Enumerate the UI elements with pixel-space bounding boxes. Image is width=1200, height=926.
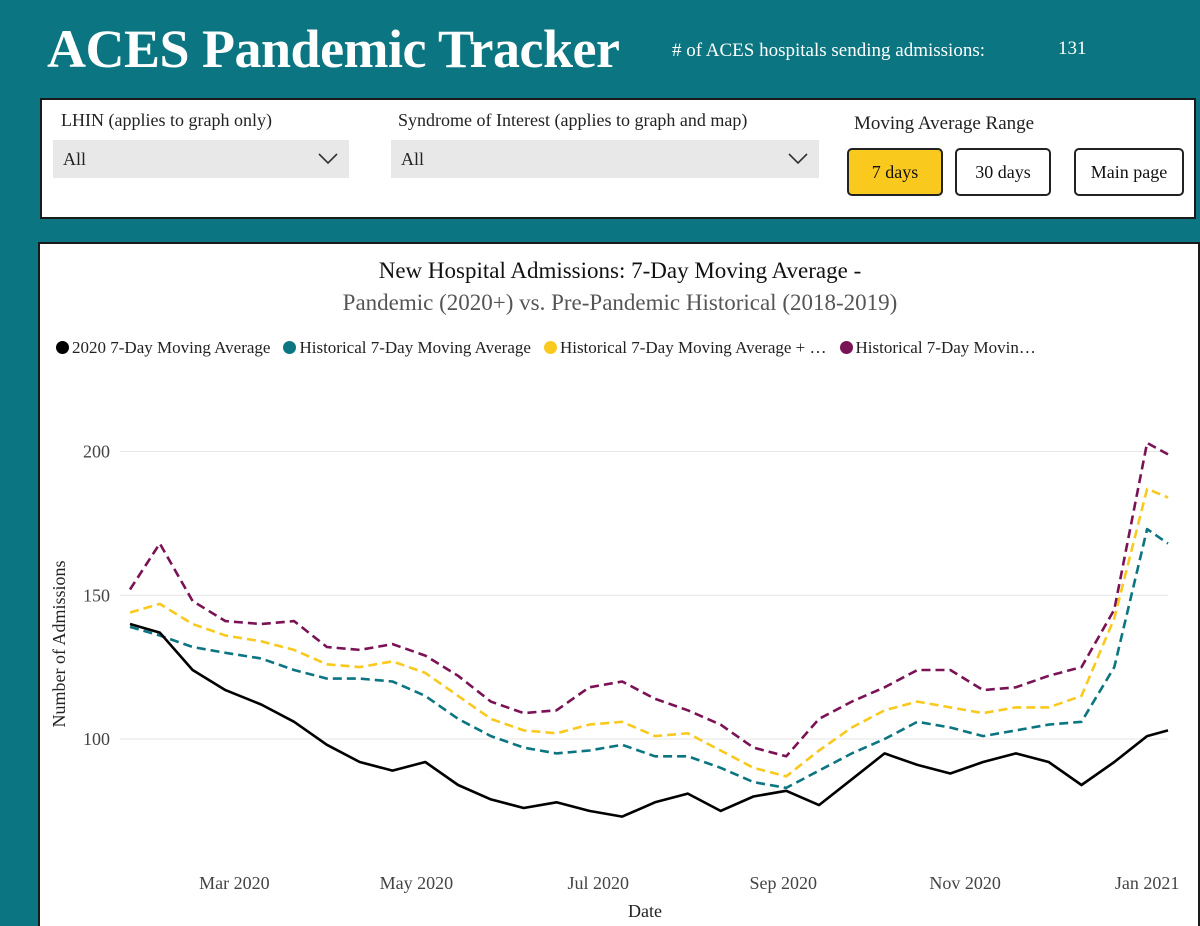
chart-panel: New Hospital Admissions: 7-Day Moving Av… <box>38 242 1200 926</box>
series-line <box>128 441 1169 758</box>
y-tick-label: 200 <box>83 442 110 462</box>
grid-lines <box>120 451 1168 740</box>
chart-legend: 2020 7-Day Moving Average Historical 7-D… <box>56 338 1196 362</box>
hospitals-count-value: 131 <box>1058 38 1087 59</box>
legend-item-historical-plus[interactable]: Historical 7-Day Moving Average + … <box>543 338 827 358</box>
legend-marker <box>839 341 853 354</box>
syndrome-dropdown-value: All <box>401 149 425 169</box>
x-tick-label: Mar 2020 <box>199 873 270 893</box>
y-axis-title: Number of Admissions <box>49 560 69 727</box>
chart-title: New Hospital Admissions: 7-Day Moving Av… <box>378 258 862 283</box>
legend-item-2020[interactable]: 2020 7-Day Moving Average <box>56 338 270 358</box>
syndrome-dropdown[interactable]: All <box>391 140 819 178</box>
app-title: ACES Pandemic Tracker <box>47 19 620 79</box>
chart-subtitle: Pandemic (2020+) vs. Pre-Pandemic Histor… <box>342 290 898 315</box>
series-lines <box>128 441 1169 818</box>
legend-marker <box>543 341 557 354</box>
x-tick-label: Nov 2020 <box>929 873 1001 893</box>
legend-marker <box>283 341 297 354</box>
x-tick-label: Jul 2020 <box>568 873 630 893</box>
y-tick-label: 150 <box>83 585 110 605</box>
x-tick-label: May 2020 <box>380 873 454 893</box>
chevron-down-icon <box>788 153 808 165</box>
line-chart: 100 150 200 Mar 2020 May 2020 Jul 2020 Sep 20… <box>49 441 1179 922</box>
main-page-button[interactable]: Main page <box>1074 148 1184 196</box>
legend-marker <box>56 341 69 354</box>
y-tick-label: 100 <box>83 729 110 749</box>
range-30-days-button[interactable]: 30 days <box>955 148 1051 196</box>
filter-panel: LHIN (applies to graph only) All Syndrom… <box>40 98 1196 219</box>
legend-label: Historical 7-Day Movin… <box>855 338 1036 357</box>
y-axis: 100 150 200 <box>83 442 110 750</box>
legend-label: 2020 7-Day Moving Average <box>72 338 271 357</box>
series-line <box>129 487 1169 778</box>
lhin-label: LHIN (applies to graph only) <box>61 110 272 130</box>
chevron-down-icon <box>318 153 338 165</box>
syndrome-label: Syndrome of Interest (applies to graph a… <box>398 110 748 130</box>
legend-label: Historical 7-Day Moving Average <box>299 338 531 357</box>
legend-item-historical[interactable]: Historical 7-Day Moving Average <box>283 338 531 358</box>
lhin-dropdown[interactable]: All <box>53 140 349 178</box>
moving-average-label: Moving Average Range <box>854 113 1035 134</box>
legend-item-historical-upper[interactable]: Historical 7-Day Movin… <box>839 338 1036 358</box>
header-bar: ACES Pandemic Tracker # of ACES hospital… <box>0 0 1200 96</box>
x-axis-title: Date <box>628 901 662 921</box>
hospitals-count-label: # of ACES hospitals sending admissions: <box>672 40 985 61</box>
series-line <box>129 622 1169 818</box>
x-tick-label: Sep 2020 <box>749 873 817 893</box>
series-line <box>129 527 1169 790</box>
lhin-dropdown-value: All <box>63 149 87 169</box>
range-7-days-button[interactable]: 7 days <box>847 148 943 196</box>
legend-label: Historical 7-Day Moving Average + … <box>559 338 827 357</box>
x-axis: Mar 2020 May 2020 Jul 2020 Sep 2020 Nov 2020… <box>199 873 1179 893</box>
x-tick-label: Jan 2021 <box>1115 873 1180 893</box>
